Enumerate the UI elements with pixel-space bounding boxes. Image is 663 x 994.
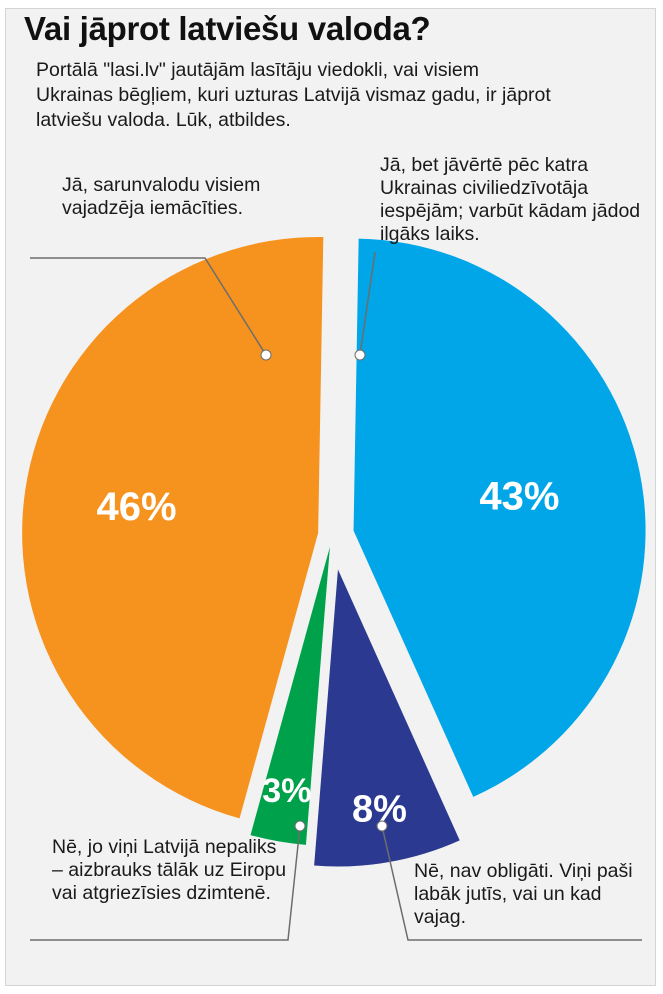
dot-no-leave [294, 820, 306, 832]
dot-no-not-needed [376, 820, 388, 832]
slice-yes-evaluate [353, 238, 646, 797]
slice-yes-conversational [22, 237, 324, 819]
slice-yes-evaluate-value-label: 43% [479, 475, 559, 519]
chart-subtitle: Portālā "lasi.lv" jautājām lasītāju vied… [36, 59, 551, 131]
annotation-no-not-needed: Nē, nav obligāti. Viņi paši labāk jutīs,… [414, 860, 633, 928]
chart-title: Vai jāprot latviešu valoda? [24, 10, 431, 47]
slice-no-not-needed [314, 569, 460, 867]
annotation-no-leave: Nē, jo viņi Latvijā nepaliks – aizbrauks… [52, 836, 287, 904]
slice-yes-conversational-value-label: 46% [96, 485, 176, 529]
slice-no-leave [250, 546, 330, 845]
dot-yes-evaluate [354, 349, 366, 361]
annotation-yes-conversational: Jā, sarunvalodu visiem vajadzēja iemācīt… [62, 174, 261, 219]
slice-no-leave-value-label: 3% [262, 772, 311, 810]
leader-no-leave [30, 825, 301, 941]
leader-yes-conversational [30, 257, 267, 356]
leader-no-not-needed [381, 825, 642, 941]
dot-yes-conversational [260, 349, 272, 361]
annotation-yes-evaluate: Jā, bet jāvērtē pēc katra Ukrainas civil… [380, 154, 641, 245]
leader-yes-evaluate [359, 251, 376, 356]
